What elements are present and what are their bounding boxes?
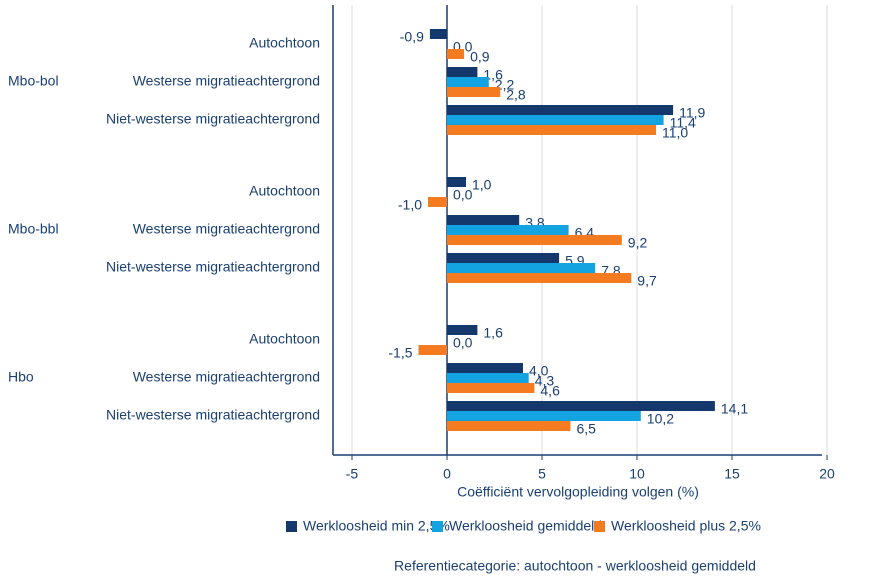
bar xyxy=(447,325,478,335)
bar xyxy=(447,273,632,283)
value-label: 0,9 xyxy=(470,49,490,65)
bar xyxy=(447,225,569,235)
bar xyxy=(447,363,523,373)
category-label: Niet-westerse migratieachtergrond xyxy=(106,259,320,275)
bar xyxy=(447,77,489,87)
legend-label: Werkloosheid gemiddeld xyxy=(449,518,602,534)
value-label: 11,4 xyxy=(670,115,696,131)
bar xyxy=(447,67,478,77)
bar xyxy=(447,87,501,97)
category-label: Autochtoon xyxy=(249,183,320,199)
value-label: 6,5 xyxy=(577,421,597,437)
legend-swatch xyxy=(594,521,605,532)
value-label: 4,0 xyxy=(529,363,549,379)
value-label: 1,6 xyxy=(483,325,503,341)
category-label: Autochtoon xyxy=(249,331,320,347)
legend-swatch xyxy=(286,521,297,532)
bar xyxy=(447,49,465,59)
bar xyxy=(447,235,622,245)
category-label: Westerse migratieachtergrond xyxy=(133,73,320,89)
bar xyxy=(447,215,520,225)
bar xyxy=(418,345,447,355)
footnote: Referentiecategorie: autochtoon - werklo… xyxy=(394,558,756,574)
bar xyxy=(447,105,674,115)
value-label: 9,2 xyxy=(628,235,648,251)
value-label: 10,2 xyxy=(647,411,674,427)
value-label: 2,8 xyxy=(506,87,526,103)
legend-label: Werkloosheid min 2,5% xyxy=(303,518,450,534)
group-label: Hbo xyxy=(8,369,34,385)
value-label: 11,0 xyxy=(662,125,688,141)
bar xyxy=(428,197,447,207)
x-tick-label: 5 xyxy=(538,466,546,482)
value-label: 4,3 xyxy=(535,373,555,389)
value-label: 1,0 xyxy=(472,177,492,193)
bar xyxy=(447,373,529,383)
value-label: 0,0 xyxy=(453,187,473,203)
value-label: -1,0 xyxy=(398,197,422,213)
category-label: Westerse migratieachtergrond xyxy=(133,369,320,385)
value-label: 14,1 xyxy=(721,401,748,417)
legend-swatch xyxy=(432,521,443,532)
x-tick-label: 15 xyxy=(724,466,740,482)
category-label: Niet-westerse migratieachtergrond xyxy=(106,111,320,127)
x-tick-label: 20 xyxy=(819,466,835,482)
group-label: Mbo-bbl xyxy=(8,221,59,237)
legend-label: Werkloosheid plus 2,5% xyxy=(611,518,761,534)
category-label: Westerse migratieachtergrond xyxy=(133,221,320,237)
bar xyxy=(447,125,656,135)
value-label: 4,6 xyxy=(540,383,560,399)
value-label: 9,7 xyxy=(637,273,657,289)
bar xyxy=(429,29,447,39)
value-label: 0,0 xyxy=(453,335,473,351)
group-label: Mbo-bol xyxy=(8,73,59,89)
bar xyxy=(447,383,535,393)
x-tick-label: 0 xyxy=(443,466,451,482)
bar xyxy=(447,263,596,273)
category-label: Autochtoon xyxy=(249,35,320,51)
x-axis-title: Coëfficiënt vervolgopleiding volgen (%) xyxy=(457,484,699,500)
bar xyxy=(447,253,560,263)
value-label: 11,9 xyxy=(679,105,705,121)
bar xyxy=(447,115,664,125)
x-tick-label: -5 xyxy=(346,466,359,482)
bar xyxy=(447,177,466,187)
x-tick-label: 10 xyxy=(629,466,645,482)
value-label: -1,5 xyxy=(388,345,412,361)
bar xyxy=(447,401,715,411)
value-label: -0,9 xyxy=(400,29,424,45)
bar xyxy=(447,421,571,431)
bar xyxy=(447,411,641,421)
category-label: Niet-westerse migratieachtergrond xyxy=(106,407,320,423)
